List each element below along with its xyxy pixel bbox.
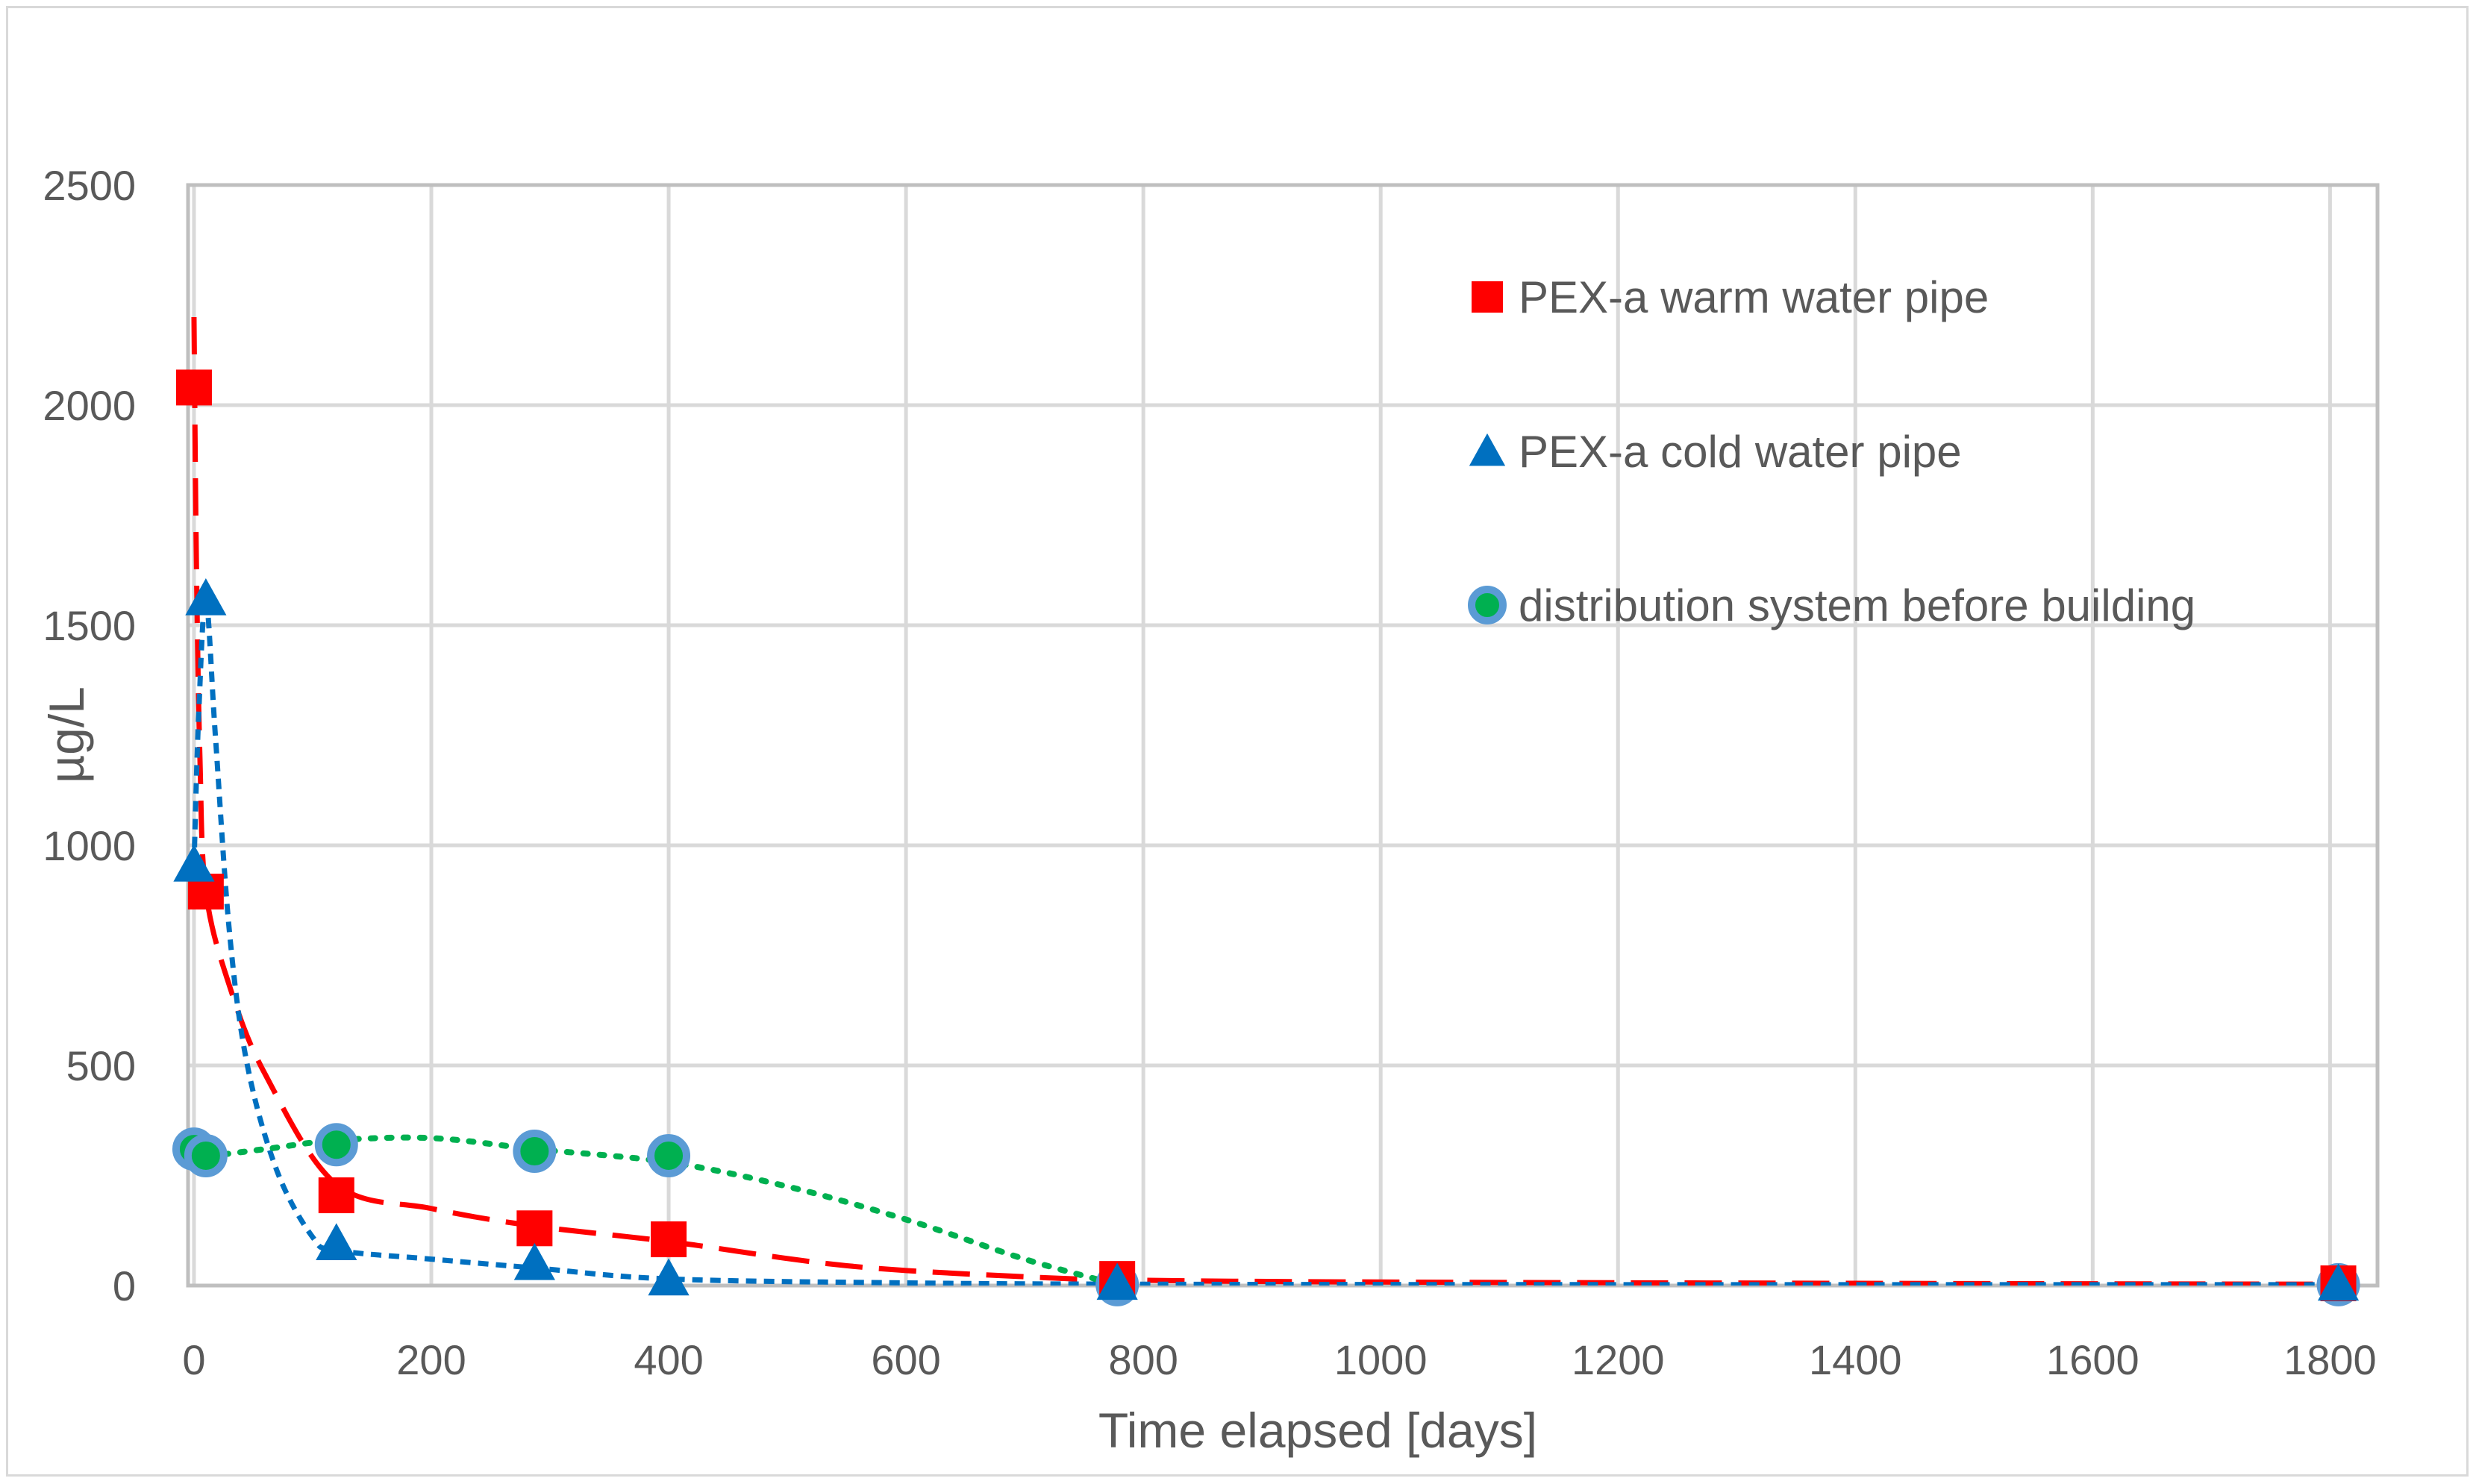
marker-triangle [316,1223,357,1261]
y-tick-label: 500 [66,1042,136,1089]
grid [188,185,2377,1288]
legend-label: distribution system before building [1519,580,2195,630]
chart-frame [6,6,2469,1477]
y-tick-label: 1000 [43,822,136,869]
x-tick-label: 200 [396,1336,466,1383]
legend-entry: PEX-a cold water pipe [1469,427,1962,477]
y-tick-label: 2500 [43,162,136,209]
legend-entry: PEX-a warm water pipe [1472,272,1989,322]
x-tick-label: 400 [634,1336,703,1383]
trendline-series-2 [191,596,2339,1286]
markers [172,369,2360,1306]
x-tick-label: 1400 [1809,1336,1902,1383]
marker-triangle [513,1242,555,1280]
y-tick-label: 2000 [43,382,136,429]
marker-triangle [173,844,215,882]
legend-label: PEX-a cold water pipe [1519,427,1962,477]
x-tick-label: 0 [182,1336,205,1383]
x-tick-label: 1800 [2283,1336,2377,1383]
x-tick-label: 600 [871,1336,940,1383]
trendlines [190,316,2339,1286]
marker-circle [513,1130,557,1174]
legend: PEX-a warm water pipe PEX-a cold water pi… [1468,272,2195,630]
marker-square [1472,281,1503,313]
marker-triangle [1096,1262,1138,1300]
y-tick-label: 0 [113,1262,136,1309]
marker-square [318,1177,354,1214]
y-axis-tick-labels: 0 500 1000 1500 2000 2500 [43,162,136,1309]
marker-circle [1468,586,1507,624]
y-tick-label: 1500 [43,602,136,649]
x-tick-label: 800 [1108,1336,1178,1383]
marker-triangle [1469,433,1506,466]
legend-label: PEX-a warm water pipe [1519,272,1989,322]
x-tick-label: 1200 [1572,1336,1665,1383]
marker-circle [314,1123,358,1167]
marker-circle [184,1133,228,1177]
trendline-series-1 [191,316,2339,1286]
y-axis-title: µg/L [39,686,94,783]
marker-square [175,369,212,406]
plot-area-border [186,183,2380,1288]
marker-square [651,1221,687,1258]
x-tick-label: 1600 [2046,1336,2139,1383]
marker-triangle [2317,1263,2360,1301]
marker-circle [647,1133,691,1177]
trendline-series-3 [190,1134,1121,1286]
x-axis-tick-labels: 0 200 400 600 800 1000 1200 1400 1600 1800 [182,1336,2376,1383]
marker-square [516,1210,553,1247]
marker-triangle [648,1258,690,1296]
x-tick-label: 1000 [1334,1336,1428,1383]
x-axis-title: Time elapsed [days] [1098,1403,1537,1458]
marker-triangle [185,578,227,616]
legend-entry: distribution system before building [1468,580,2195,630]
